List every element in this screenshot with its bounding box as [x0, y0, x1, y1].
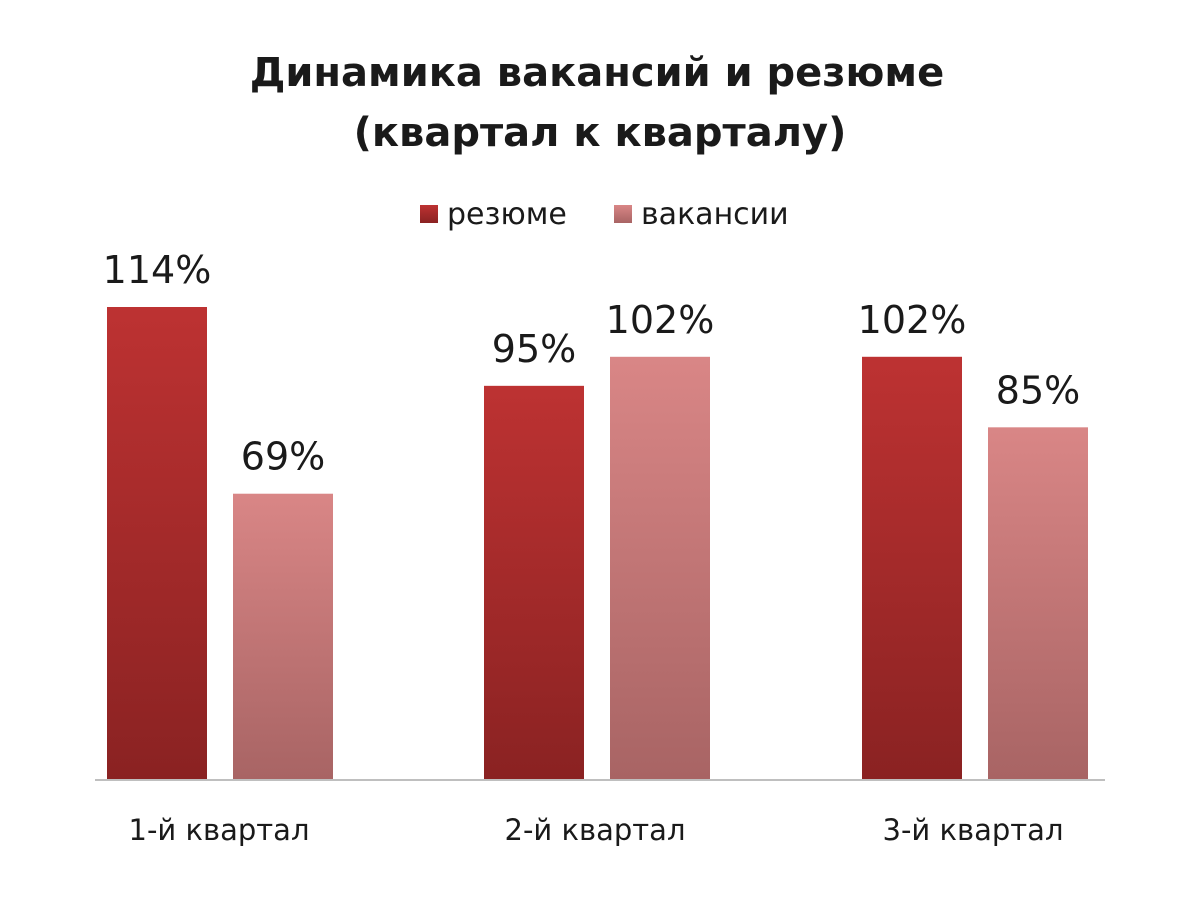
- data-label-resume-q3: 102%: [858, 298, 967, 342]
- bar-vacancies-q3: [988, 427, 1088, 780]
- legend-swatch-vacancies: [614, 205, 632, 223]
- data-label-vacancies-q2: 102%: [606, 298, 715, 342]
- bar-resume-q1: [107, 307, 207, 780]
- bars: [107, 307, 1088, 780]
- category-labels: 1-й квартал 2-й квартал 3-й квартал: [129, 813, 1064, 847]
- legend-label-vacancies: вакансии: [641, 197, 789, 232]
- bar-vacancies-q1: [233, 493, 333, 780]
- data-labels: 114% 69% 95% 102% 102% 85%: [103, 248, 1081, 479]
- bar-vacancies-q2: [610, 356, 710, 780]
- bar-resume-q2: [484, 385, 584, 780]
- legend: резюме вакансии: [420, 197, 789, 232]
- data-label-vacancies-q1: 69%: [241, 435, 325, 479]
- data-label-resume-q1: 114%: [103, 248, 212, 292]
- chart-title-line-1: Динамика вакансий и резюме: [250, 50, 945, 96]
- bar-resume-q3: [862, 356, 962, 780]
- category-label-q3: 3-й квартал: [883, 813, 1064, 847]
- chart-title: Динамика вакансий и резюме (квартал к кв…: [250, 50, 945, 156]
- category-label-q1: 1-й квартал: [129, 813, 310, 847]
- category-label-q2: 2-й квартал: [505, 813, 686, 847]
- legend-swatch-resume: [420, 205, 438, 223]
- legend-label-resume: резюме: [447, 197, 567, 232]
- data-label-resume-q2: 95%: [492, 327, 576, 371]
- chart-title-line-2: (квартал к кварталу): [354, 110, 847, 156]
- data-label-vacancies-q3: 85%: [996, 368, 1080, 412]
